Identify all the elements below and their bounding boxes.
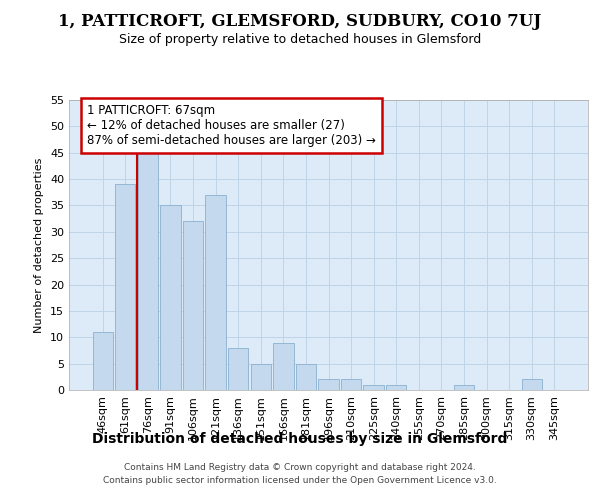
Bar [386,384,406,390]
Bar [251,364,271,390]
Bar [205,195,226,390]
Bar [521,380,542,390]
Bar [115,184,136,390]
Bar [183,222,203,390]
Bar [454,384,474,390]
Bar [319,380,338,390]
Bar [296,364,316,390]
Bar [341,380,361,390]
Text: 1 PATTICROFT: 67sqm
← 12% of detached houses are smaller (27)
87% of semi-detach: 1 PATTICROFT: 67sqm ← 12% of detached ho… [87,104,376,148]
Bar [138,148,158,390]
Bar [364,384,384,390]
Bar [228,348,248,390]
Text: Size of property relative to detached houses in Glemsford: Size of property relative to detached ho… [119,32,481,46]
Bar [160,206,181,390]
Text: Contains HM Land Registry data © Crown copyright and database right 2024.
Contai: Contains HM Land Registry data © Crown c… [103,464,497,485]
Bar [273,342,293,390]
Text: Distribution of detached houses by size in Glemsford: Distribution of detached houses by size … [92,432,508,446]
Y-axis label: Number of detached properties: Number of detached properties [34,158,44,332]
Bar [92,332,113,390]
Text: 1, PATTICROFT, GLEMSFORD, SUDBURY, CO10 7UJ: 1, PATTICROFT, GLEMSFORD, SUDBURY, CO10 … [58,12,542,29]
